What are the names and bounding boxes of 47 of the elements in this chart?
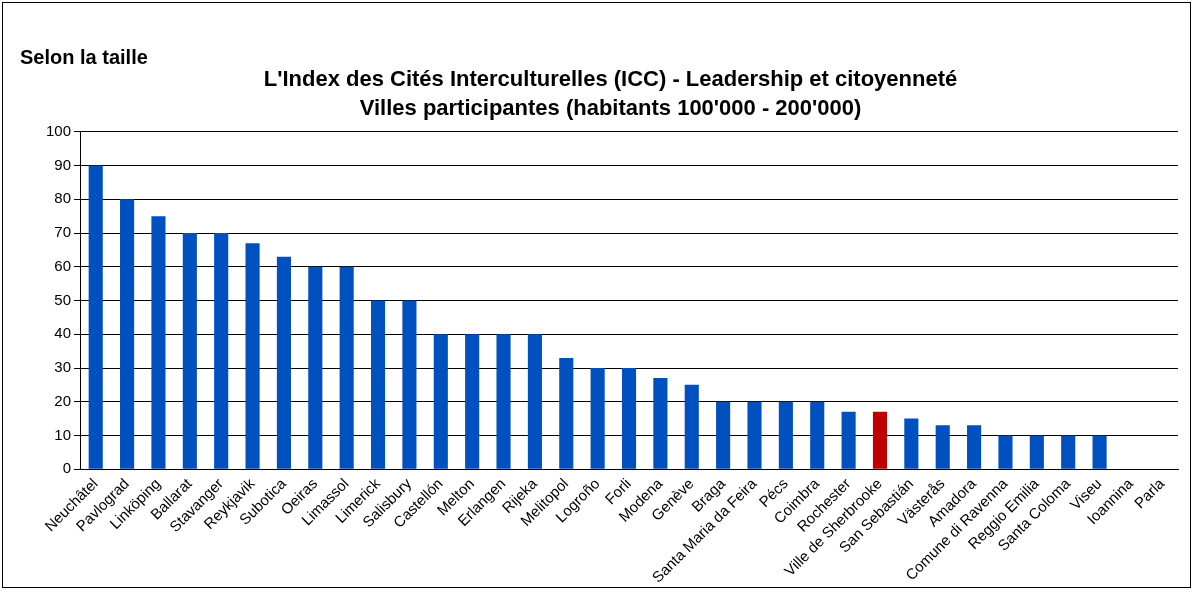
bar [684, 384, 699, 469]
bar [1029, 435, 1044, 469]
bar [621, 368, 637, 469]
bar [1061, 435, 1076, 469]
bar [339, 266, 354, 469]
y-tick-label: 100 [46, 121, 72, 139]
y-tick-label: 50 [54, 290, 72, 308]
bar [841, 411, 856, 469]
bar [182, 233, 197, 469]
y-tick-label: 30 [54, 358, 72, 376]
bar [653, 378, 668, 469]
bar [433, 334, 448, 469]
bar [998, 435, 1013, 469]
bar [935, 425, 950, 469]
bar [872, 411, 888, 469]
bar [308, 266, 323, 469]
bar [214, 233, 229, 469]
y-tick-label: 10 [54, 425, 72, 443]
chart-title: L'Index des Cités Interculturelles (ICC) - Leadership et citoyenneté [263, 66, 958, 92]
bar [716, 401, 731, 469]
y-tick-label: 40 [54, 324, 72, 342]
bar [1092, 435, 1107, 469]
bar [527, 334, 542, 469]
chart-subtitle: Villes participantes (habitants 100'000 - 200'000) [359, 94, 862, 120]
bar [276, 256, 291, 469]
bar [465, 334, 480, 469]
y-tick-label: 90 [54, 155, 72, 173]
bar [151, 216, 166, 469]
bar [904, 418, 919, 469]
bar [245, 243, 260, 469]
bar [559, 357, 574, 469]
text: Selon la taille [20, 46, 148, 69]
bar [120, 199, 135, 469]
bar [967, 425, 982, 469]
y-tick-label: 60 [54, 256, 72, 274]
bar [496, 334, 511, 469]
bar [402, 300, 417, 469]
y-tick-label: 0 [62, 459, 72, 477]
bar [590, 368, 605, 469]
bar [778, 401, 793, 469]
y-tick-label: 20 [54, 391, 72, 409]
bar [810, 401, 825, 469]
bar [370, 300, 386, 469]
bar [88, 165, 103, 469]
bar [747, 401, 762, 469]
y-tick-label: 80 [54, 189, 72, 207]
y-tick-label: 70 [54, 223, 72, 241]
